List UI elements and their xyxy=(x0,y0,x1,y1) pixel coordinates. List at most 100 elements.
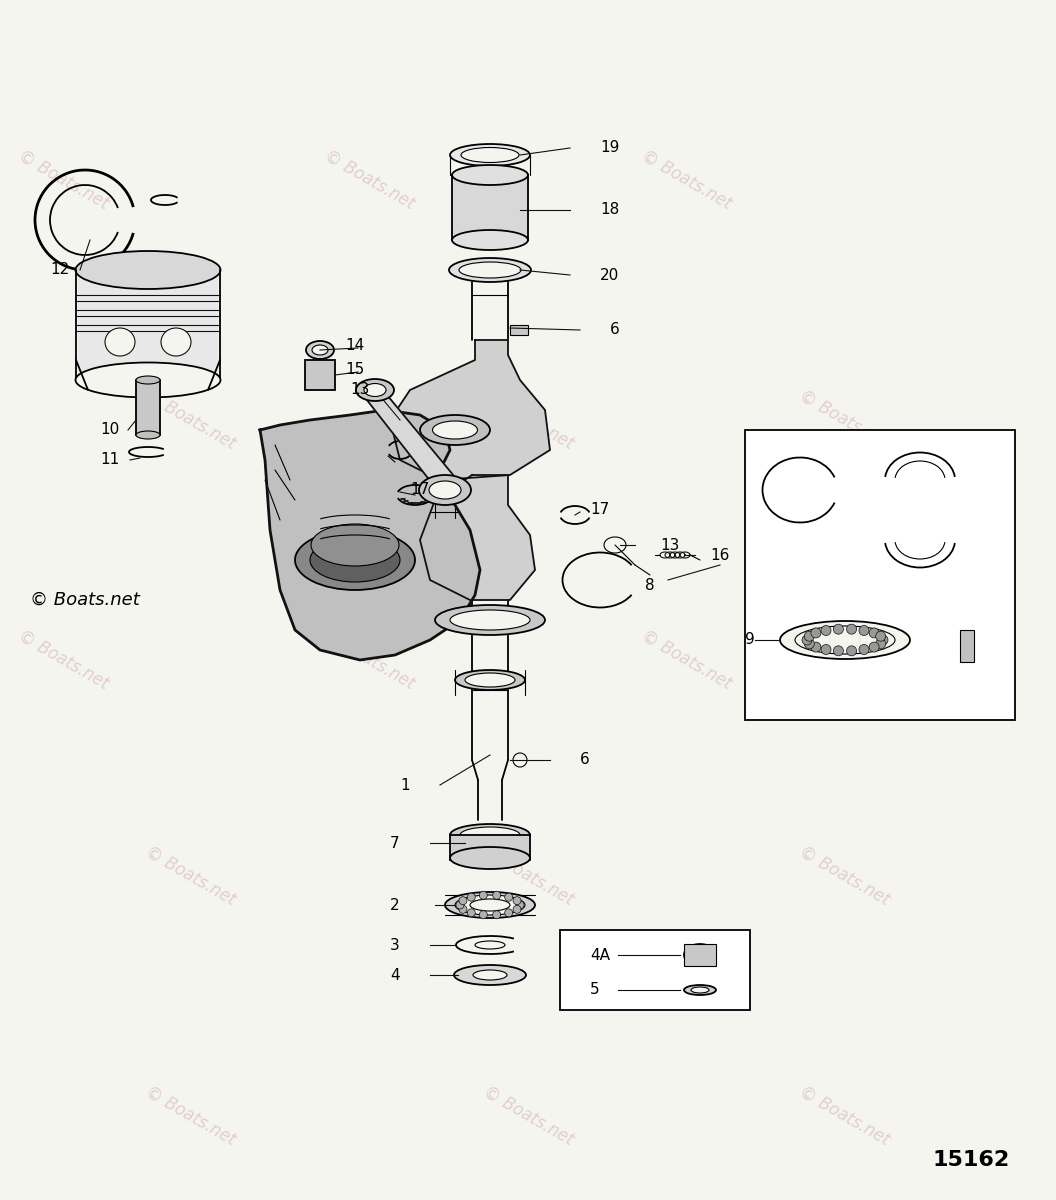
Circle shape xyxy=(468,893,475,901)
Polygon shape xyxy=(420,475,535,600)
Ellipse shape xyxy=(465,673,515,686)
Text: 8: 8 xyxy=(645,577,655,593)
Ellipse shape xyxy=(684,985,716,995)
Ellipse shape xyxy=(449,258,531,282)
Circle shape xyxy=(459,896,467,905)
Text: 20: 20 xyxy=(600,268,619,282)
Ellipse shape xyxy=(420,415,490,445)
Text: 15: 15 xyxy=(345,362,364,378)
Circle shape xyxy=(811,642,821,652)
Ellipse shape xyxy=(306,341,334,359)
Circle shape xyxy=(493,892,501,899)
Text: 11: 11 xyxy=(100,452,119,468)
Ellipse shape xyxy=(450,847,530,869)
Text: © Boats.net: © Boats.net xyxy=(796,386,893,454)
Text: © Boats.net: © Boats.net xyxy=(321,626,418,694)
Circle shape xyxy=(468,908,475,917)
Text: © Boats.net: © Boats.net xyxy=(479,842,577,910)
Circle shape xyxy=(513,905,521,913)
Text: 15162: 15162 xyxy=(932,1150,1010,1170)
Text: 18: 18 xyxy=(600,203,619,217)
Circle shape xyxy=(479,911,487,919)
Ellipse shape xyxy=(445,892,535,918)
Ellipse shape xyxy=(455,895,525,914)
Ellipse shape xyxy=(295,530,415,590)
Ellipse shape xyxy=(435,605,545,635)
Ellipse shape xyxy=(136,376,161,384)
Ellipse shape xyxy=(780,622,910,659)
Text: 10: 10 xyxy=(100,422,119,438)
Ellipse shape xyxy=(312,346,328,355)
Ellipse shape xyxy=(310,538,400,582)
Ellipse shape xyxy=(356,379,394,401)
Ellipse shape xyxy=(364,384,386,396)
Ellipse shape xyxy=(136,431,161,439)
Text: 16: 16 xyxy=(710,547,730,563)
Text: 19: 19 xyxy=(600,140,620,156)
Circle shape xyxy=(811,628,821,638)
Ellipse shape xyxy=(461,148,518,162)
Ellipse shape xyxy=(684,944,716,966)
Circle shape xyxy=(847,646,856,656)
Text: 7: 7 xyxy=(390,835,399,851)
Text: © Boats.net: © Boats.net xyxy=(638,146,735,214)
Circle shape xyxy=(821,644,831,654)
Text: 4A: 4A xyxy=(590,948,610,962)
Ellipse shape xyxy=(105,328,135,356)
Circle shape xyxy=(847,624,856,634)
Text: © Boats.net: © Boats.net xyxy=(638,626,735,694)
Ellipse shape xyxy=(312,524,399,566)
Text: © Boats.net: © Boats.net xyxy=(796,842,893,910)
Polygon shape xyxy=(260,410,480,660)
Text: 6: 6 xyxy=(580,752,589,768)
Text: 13: 13 xyxy=(660,538,679,552)
Circle shape xyxy=(493,911,501,919)
Ellipse shape xyxy=(691,986,709,994)
Circle shape xyxy=(833,624,844,634)
Circle shape xyxy=(805,631,814,641)
Bar xyxy=(510,325,528,335)
Ellipse shape xyxy=(454,965,526,985)
Ellipse shape xyxy=(513,754,527,767)
Text: © Boats.net: © Boats.net xyxy=(15,146,112,214)
Circle shape xyxy=(505,893,513,901)
Polygon shape xyxy=(363,395,459,498)
Text: © Boats.net: © Boats.net xyxy=(321,146,418,214)
Text: 1: 1 xyxy=(400,778,410,792)
Bar xyxy=(744,430,1015,720)
Bar xyxy=(136,380,161,434)
Text: © Boats.net: © Boats.net xyxy=(15,626,112,694)
Text: 17: 17 xyxy=(590,503,609,517)
Circle shape xyxy=(479,892,487,899)
Circle shape xyxy=(821,625,831,636)
Ellipse shape xyxy=(429,481,461,499)
Polygon shape xyxy=(390,340,550,480)
Circle shape xyxy=(875,638,886,649)
Circle shape xyxy=(833,646,844,656)
Bar xyxy=(305,360,335,390)
Circle shape xyxy=(456,901,464,910)
Text: © Boats.net: © Boats.net xyxy=(142,386,239,454)
Text: © Boats.net: © Boats.net xyxy=(30,590,139,608)
Ellipse shape xyxy=(433,421,477,439)
Text: 9: 9 xyxy=(744,632,755,648)
Text: 3: 3 xyxy=(390,937,400,953)
Bar xyxy=(960,630,974,662)
Ellipse shape xyxy=(459,262,521,278)
Circle shape xyxy=(859,625,869,636)
Bar xyxy=(78,278,218,380)
Circle shape xyxy=(802,635,812,646)
Ellipse shape xyxy=(795,626,895,654)
Ellipse shape xyxy=(470,899,510,911)
Ellipse shape xyxy=(473,970,507,980)
Circle shape xyxy=(875,631,886,641)
Text: 4: 4 xyxy=(390,967,399,983)
Ellipse shape xyxy=(452,230,528,250)
Bar xyxy=(452,175,528,240)
Bar xyxy=(560,930,750,1010)
Text: © Boats.net: © Boats.net xyxy=(479,386,577,454)
Circle shape xyxy=(459,905,467,913)
Ellipse shape xyxy=(450,824,530,846)
Ellipse shape xyxy=(460,827,520,842)
Circle shape xyxy=(805,638,814,649)
